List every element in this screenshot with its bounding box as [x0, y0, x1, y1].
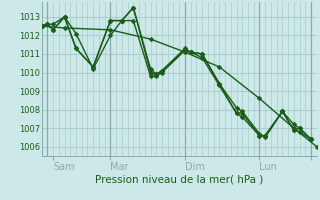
X-axis label: Pression niveau de la mer( hPa ): Pression niveau de la mer( hPa ) — [95, 174, 263, 184]
